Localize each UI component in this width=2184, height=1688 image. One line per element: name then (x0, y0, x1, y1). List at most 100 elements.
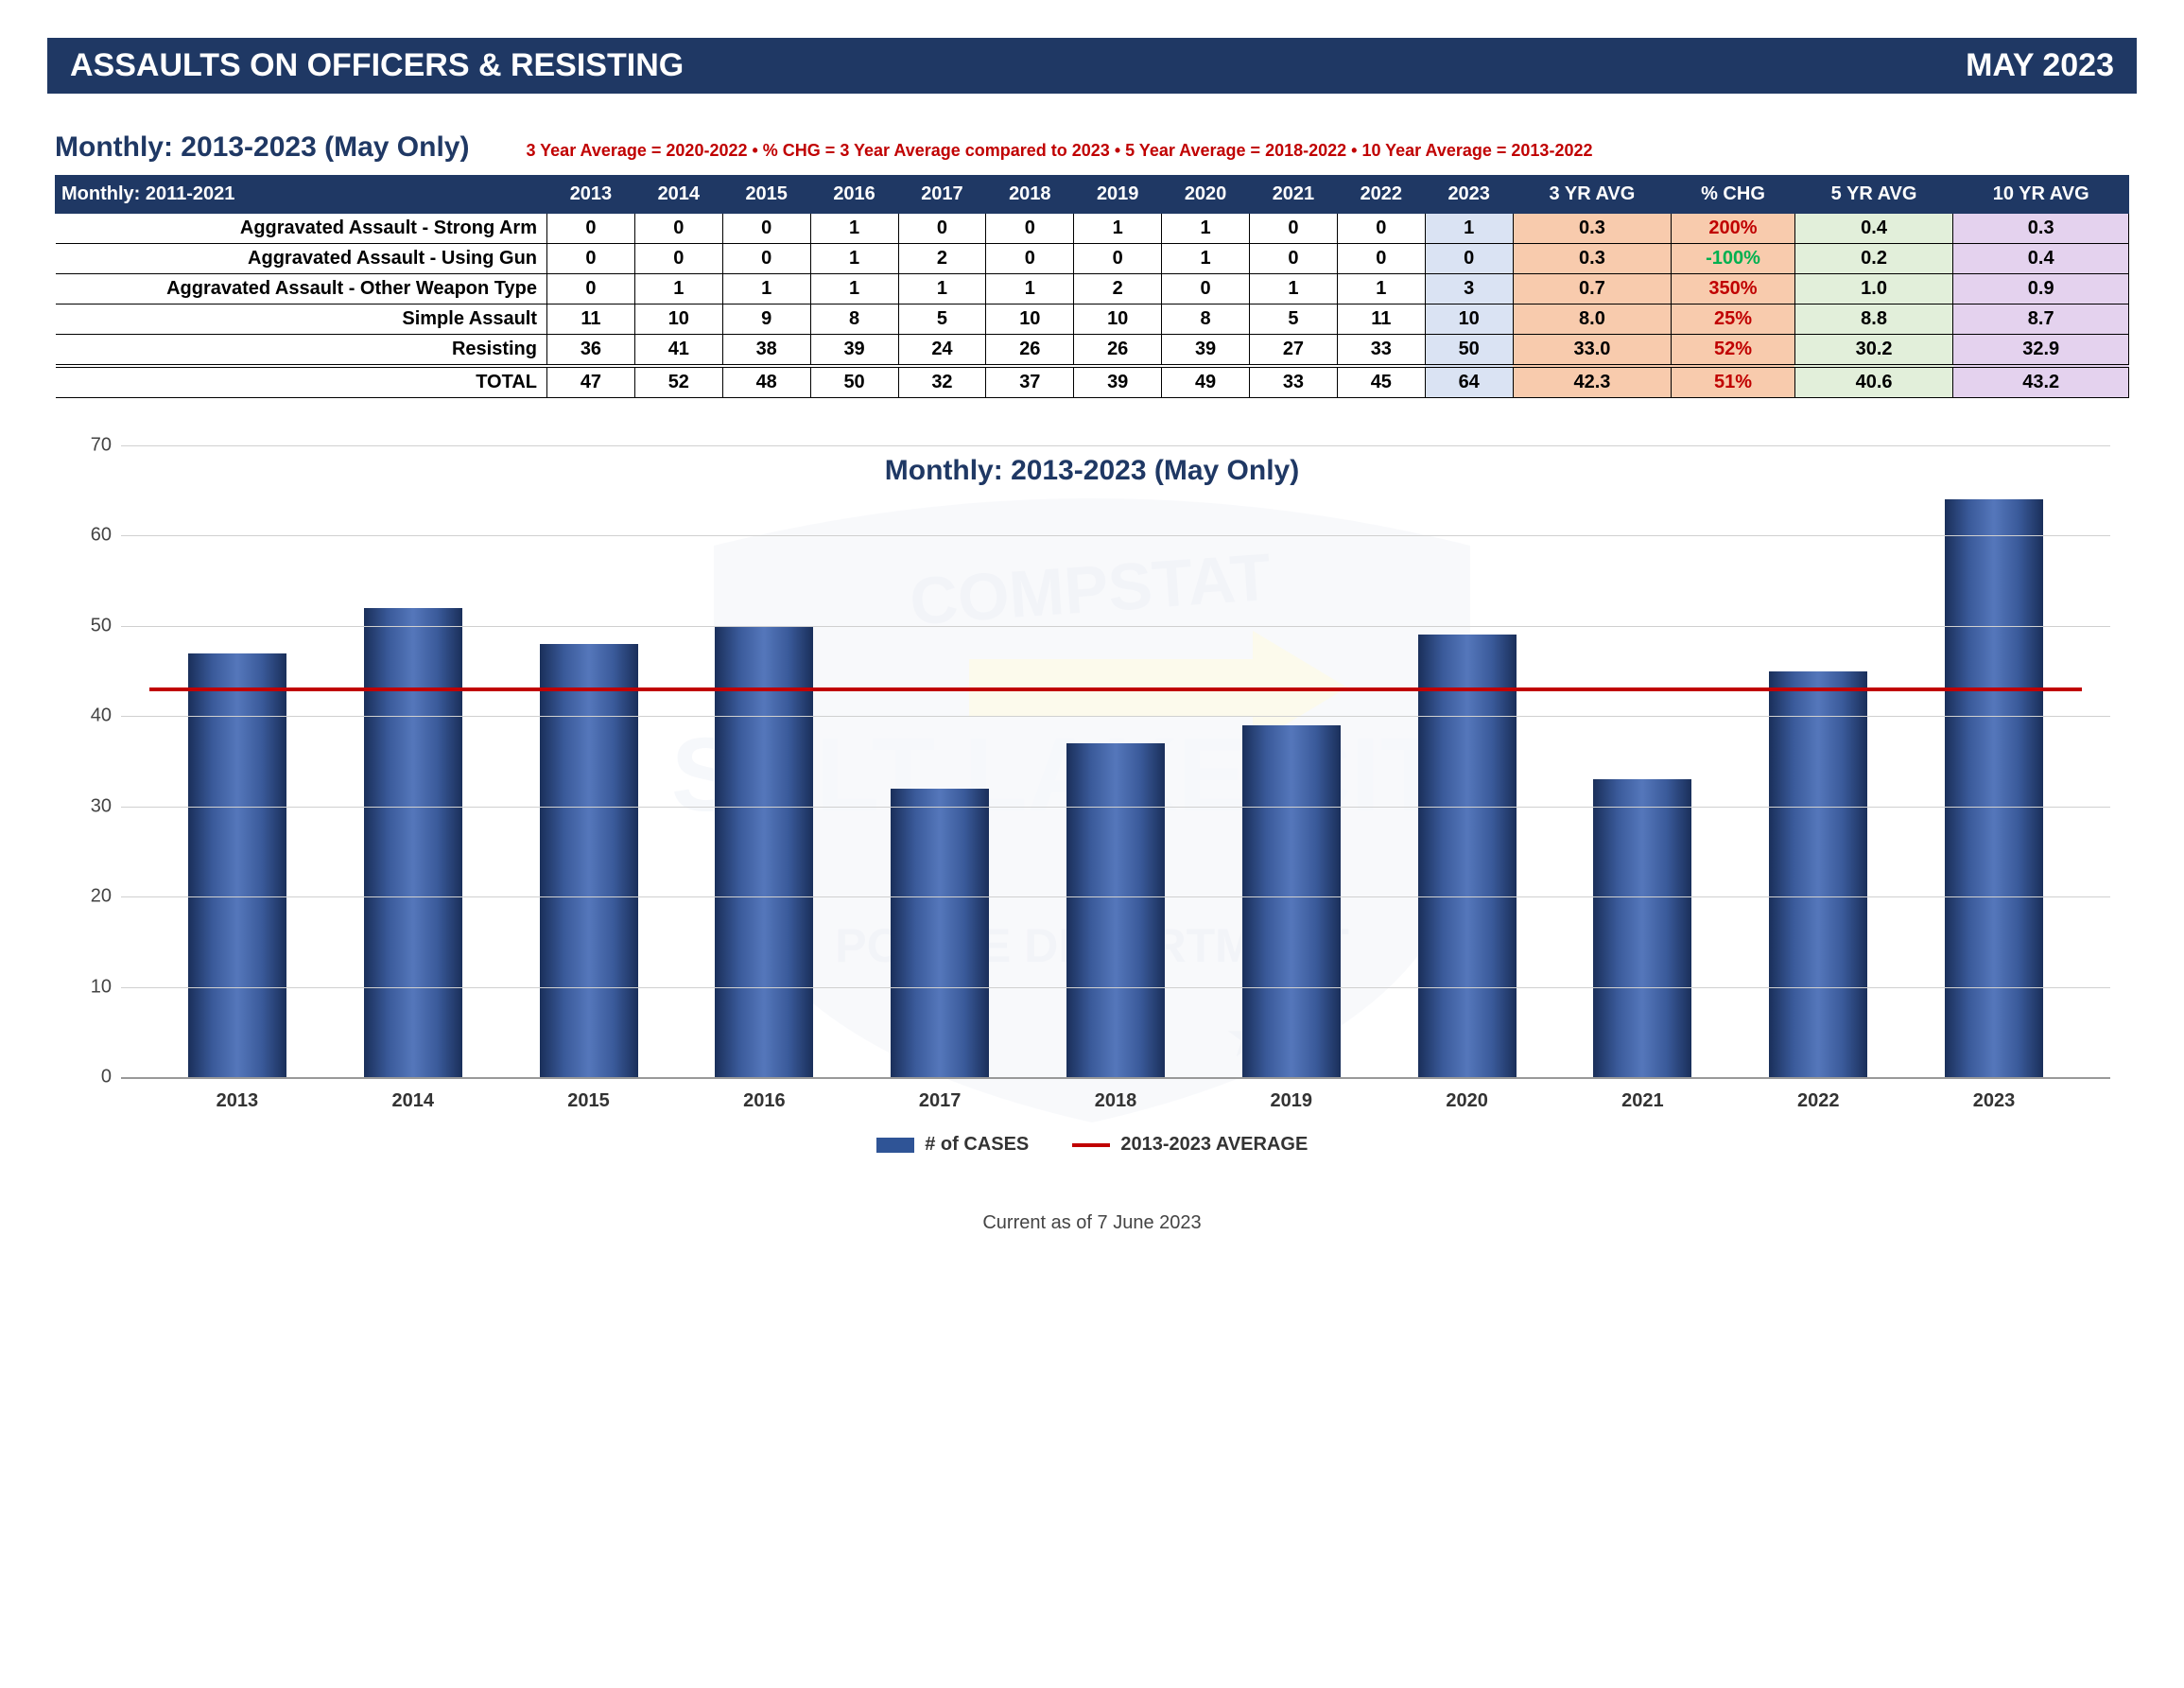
legend-series-label: # of CASES (925, 1134, 1029, 1155)
chart-legend: # of CASES 2013-2023 AVERAGE (55, 1134, 2129, 1156)
col-2015: 2015 (722, 176, 810, 214)
cell-10yr: 0.4 (1953, 244, 2129, 274)
gridline (121, 626, 2110, 627)
col-10yr: 10 YR AVG (1953, 176, 2129, 214)
bar-slot (852, 445, 1028, 1077)
cell: 10 (634, 305, 722, 335)
table-row: Aggravated Assault - Strong Arm000100110… (56, 214, 2129, 244)
gridline (121, 807, 2110, 808)
report-title: ASSAULTS ON OFFICERS & RESISTING (70, 47, 684, 84)
cell-5yr: 1.0 (1794, 274, 1953, 305)
cell-chg: -100% (1672, 244, 1795, 274)
cell: 3 (1425, 274, 1513, 305)
cell-chg: 350% (1672, 274, 1795, 305)
y-tick: 70 (69, 435, 112, 457)
x-label: 2020 (1379, 1079, 1555, 1126)
cell: 0 (1425, 244, 1513, 274)
cell: 1 (810, 274, 898, 305)
cell: 1 (898, 274, 986, 305)
col-2022: 2022 (1337, 176, 1425, 214)
cell: 1 (1337, 274, 1425, 305)
cell: 39 (1074, 366, 1162, 398)
cell: 50 (810, 366, 898, 398)
bar (1945, 499, 2043, 1077)
cell: 10 (986, 305, 1074, 335)
bar-slot (325, 445, 501, 1077)
cell: 39 (1162, 335, 1250, 367)
cell: 0 (547, 214, 635, 244)
col-3yr: 3 YR AVG (1513, 176, 1672, 214)
table-row: Aggravated Assault - Using Gun0001200100… (56, 244, 2129, 274)
cell: 5 (898, 305, 986, 335)
x-label: 2013 (149, 1079, 325, 1126)
cell: 26 (986, 335, 1074, 367)
gridline (121, 896, 2110, 897)
cell: 27 (1250, 335, 1338, 367)
cell: 0 (986, 244, 1074, 274)
row-label: Resisting (56, 335, 547, 367)
cell-10yr: 43.2 (1953, 366, 2129, 398)
cell-10yr: 0.9 (1953, 274, 2129, 305)
cell: 10 (1074, 305, 1162, 335)
gridline (121, 535, 2110, 536)
col-2019: 2019 (1074, 176, 1162, 214)
cell-10yr: 32.9 (1953, 335, 2129, 367)
cell: 37 (986, 366, 1074, 398)
bars-container (121, 445, 2110, 1077)
y-tick: 60 (69, 525, 112, 547)
bar-slot (676, 445, 852, 1077)
y-tick: 0 (69, 1067, 112, 1088)
chart-wrap: COMPSTAT SALT LAKE CITY POLICE DEPARTMEN… (47, 445, 2137, 1156)
averages-note: 3 Year Average = 2020-2022 • % CHG = 3 Y… (526, 141, 1592, 161)
x-label: 2014 (325, 1079, 501, 1126)
legend-swatch-bar (876, 1138, 914, 1153)
cell: 1 (986, 274, 1074, 305)
x-label: 2018 (1028, 1079, 1204, 1126)
cell: 32 (898, 366, 986, 398)
y-tick: 40 (69, 705, 112, 727)
cell: 1 (1425, 214, 1513, 244)
y-tick: 50 (69, 615, 112, 636)
cell-chg: 51% (1672, 366, 1795, 398)
col-2020: 2020 (1162, 176, 1250, 214)
row-label: Aggravated Assault - Using Gun (56, 244, 547, 274)
col-2018: 2018 (986, 176, 1074, 214)
bar (891, 789, 989, 1077)
cell: 1 (810, 214, 898, 244)
row-label: Aggravated Assault - Strong Arm (56, 214, 547, 244)
table-corner: Monthly: 2011-2021 (56, 176, 547, 214)
col-2017: 2017 (898, 176, 986, 214)
table-row: Simple Assault111098510108511108.025%8.8… (56, 305, 2129, 335)
cell: 1 (722, 274, 810, 305)
data-table: Monthly: 2011-2021 2013 2014 2015 2016 2… (55, 175, 2129, 398)
avg-line (149, 687, 2082, 691)
bar-slot (1555, 445, 1731, 1077)
cell: 11 (1337, 305, 1425, 335)
cell: 0 (634, 244, 722, 274)
table-row: Aggravated Assault - Other Weapon Type01… (56, 274, 2129, 305)
bar (1769, 671, 1867, 1077)
x-label: 2017 (852, 1079, 1028, 1126)
gridline (121, 987, 2110, 988)
cell: 0 (986, 214, 1074, 244)
bar (1593, 779, 1691, 1077)
cell: 26 (1074, 335, 1162, 367)
cell-3yr: 0.3 (1513, 244, 1672, 274)
cell-10yr: 8.7 (1953, 305, 2129, 335)
y-tick: 10 (69, 976, 112, 998)
cell: 8 (810, 305, 898, 335)
col-2014: 2014 (634, 176, 722, 214)
cell: 1 (634, 274, 722, 305)
cell: 41 (634, 335, 722, 367)
cell: 0 (898, 214, 986, 244)
cell-chg: 52% (1672, 335, 1795, 367)
cell: 52 (634, 366, 722, 398)
row-label: Aggravated Assault - Other Weapon Type (56, 274, 547, 305)
table-row-total: TOTAL475248503237394933456442.351%40.643… (56, 366, 2129, 398)
bar-slot (1204, 445, 1379, 1077)
cell-10yr: 0.3 (1953, 214, 2129, 244)
cell-5yr: 8.8 (1794, 305, 1953, 335)
table-head: Monthly: 2011-2021 2013 2014 2015 2016 2… (56, 176, 2129, 214)
cell: 0 (1337, 214, 1425, 244)
cell: 5 (1250, 305, 1338, 335)
